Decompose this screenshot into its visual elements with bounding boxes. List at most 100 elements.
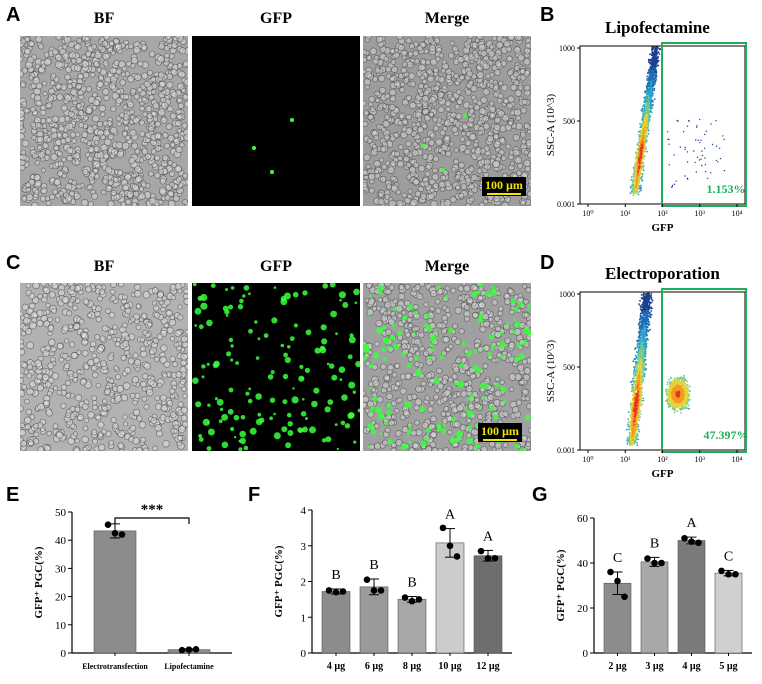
data-point bbox=[363, 576, 371, 584]
bar bbox=[473, 555, 503, 654]
merge-image-a bbox=[363, 36, 531, 206]
data-point bbox=[408, 597, 416, 605]
data-point bbox=[614, 577, 621, 585]
panel-label-g: G bbox=[532, 484, 548, 506]
bar-category-label: Electrotransfection bbox=[82, 662, 148, 671]
data-point bbox=[651, 559, 658, 567]
bar-ytick: 50 bbox=[55, 507, 67, 519]
data-point bbox=[644, 555, 651, 562]
micro-title-bf: BF bbox=[93, 10, 115, 27]
data-point bbox=[491, 554, 499, 562]
gate-percentage: 1.153% bbox=[707, 182, 746, 196]
bar-category-label: 12 µg bbox=[476, 661, 499, 672]
gfp-image-a bbox=[192, 36, 360, 206]
significance-letter: A bbox=[483, 529, 494, 544]
flow-ylabel: SSC-A (10^3) bbox=[545, 94, 557, 157]
data-point bbox=[325, 587, 333, 594]
data-point bbox=[118, 531, 126, 538]
data-point bbox=[446, 542, 454, 550]
bar-category-label: 6 µg bbox=[365, 661, 383, 672]
merge-image-c bbox=[363, 283, 531, 451]
bar bbox=[714, 572, 743, 654]
flow-ytick: 1000 bbox=[559, 290, 575, 299]
flow-xtick: 10⁴ bbox=[732, 455, 743, 464]
data-point bbox=[732, 570, 739, 578]
data-point bbox=[370, 587, 378, 594]
data-point bbox=[607, 568, 614, 576]
data-point bbox=[104, 521, 112, 528]
flow-xtick: 10¹ bbox=[620, 455, 631, 464]
data-point bbox=[621, 593, 628, 601]
flow-ytick: 0.001 bbox=[557, 200, 575, 209]
data-point bbox=[332, 588, 340, 596]
data-point bbox=[658, 559, 665, 567]
significance-letter: A bbox=[445, 508, 456, 523]
bar-ytick: 20 bbox=[55, 592, 67, 604]
panel-label-c: C bbox=[6, 252, 21, 274]
micro-title-gfp-c: GFP bbox=[260, 258, 292, 275]
flow-plot-b: 1.153% 1000 500 0.001 10⁰ 10¹ 10² 10³ 10⁴ SSC-A (… bbox=[540, 38, 755, 238]
flow-xtick: 10² bbox=[657, 455, 668, 464]
flow-ytick: 1000 bbox=[559, 44, 575, 53]
panel-label-d: D bbox=[540, 252, 555, 274]
flow-ytick: 500 bbox=[563, 117, 575, 126]
scale-bar-c: 100 µm bbox=[478, 423, 522, 442]
bar-ytick: 40 bbox=[577, 558, 589, 570]
panel-label-e: E bbox=[6, 484, 20, 506]
data-point bbox=[192, 646, 200, 653]
panel-label-f: F bbox=[248, 484, 261, 506]
bar-category-label: Lipofectamine bbox=[164, 662, 214, 671]
significance-letter: B bbox=[407, 576, 416, 591]
data-point bbox=[484, 554, 492, 562]
bar bbox=[435, 542, 465, 654]
gfp-image-c bbox=[192, 283, 360, 451]
data-point bbox=[339, 588, 347, 595]
data-point bbox=[725, 570, 732, 578]
micro-title-merge: Merge bbox=[424, 10, 470, 27]
bar bbox=[321, 591, 351, 654]
flow-plot-d: 47.397% 1000 500 0.001 10⁰ 10¹ 10² 10³ 10⁴ SSC-A … bbox=[540, 284, 755, 484]
data-point bbox=[178, 646, 186, 654]
micro-title-bf-c: BF bbox=[93, 258, 115, 275]
flow-ytick: 500 bbox=[563, 363, 575, 372]
data-point bbox=[415, 596, 423, 603]
data-point bbox=[681, 534, 688, 542]
bar-category-label: 4 µg bbox=[327, 661, 345, 672]
bar bbox=[677, 540, 706, 654]
data-point bbox=[185, 646, 193, 653]
significance-letter: B bbox=[369, 558, 378, 573]
bar-ytick: 30 bbox=[55, 563, 67, 575]
bar bbox=[359, 586, 389, 654]
bar-ytick: 60 bbox=[577, 513, 589, 525]
flow-xtick: 10¹ bbox=[620, 209, 631, 218]
bar-ytick: 0 bbox=[301, 648, 307, 660]
bf-image-a bbox=[20, 36, 188, 206]
significance-letter: B bbox=[650, 536, 659, 551]
bar-category-label: 2 µg bbox=[608, 661, 626, 672]
bar-category-label: 4 µg bbox=[682, 661, 700, 672]
flow-title-d: Electroporation bbox=[605, 264, 720, 283]
significance-bracket bbox=[114, 517, 190, 524]
bar-ylabel: GFP⁺ PGC(%) bbox=[33, 546, 45, 618]
gate-percentage: 47.397% bbox=[704, 428, 749, 442]
significance-letter: A bbox=[686, 516, 697, 531]
bf-image-c bbox=[20, 283, 188, 451]
flow-ylabel: SSC-A (10^3) bbox=[545, 340, 557, 403]
flow-xlabel: GFP bbox=[652, 468, 674, 480]
flow-xtick: 10⁰ bbox=[582, 209, 593, 218]
bar-category-label: 8 µg bbox=[403, 661, 421, 672]
bar-ytick: 20 bbox=[577, 603, 589, 615]
significance-letter: C bbox=[724, 549, 733, 564]
bar-ytick: 10 bbox=[55, 620, 67, 632]
flow-xtick: 10³ bbox=[695, 209, 706, 218]
bar-chart-e: 0 10 20 30 40 50 GFP⁺ PGC(%) Electrotransfectio… bbox=[33, 502, 232, 671]
flow-ytick: 0.001 bbox=[557, 446, 575, 455]
bar-chart-g: 0 20 40 60 GFP⁺ PGC(%) 2 µg C 3 µg B 4 µg A 5 µg C bbox=[555, 513, 752, 672]
bar-ylabel: GFP⁺ PGC(%) bbox=[555, 549, 567, 621]
flow-xtick: 10⁰ bbox=[582, 455, 593, 464]
flow-xlabel: GFP bbox=[652, 222, 674, 234]
data-point bbox=[401, 594, 409, 601]
micro-title-gfp: GFP bbox=[260, 10, 292, 27]
data-point bbox=[377, 587, 385, 594]
significance-letter: C bbox=[613, 551, 622, 566]
